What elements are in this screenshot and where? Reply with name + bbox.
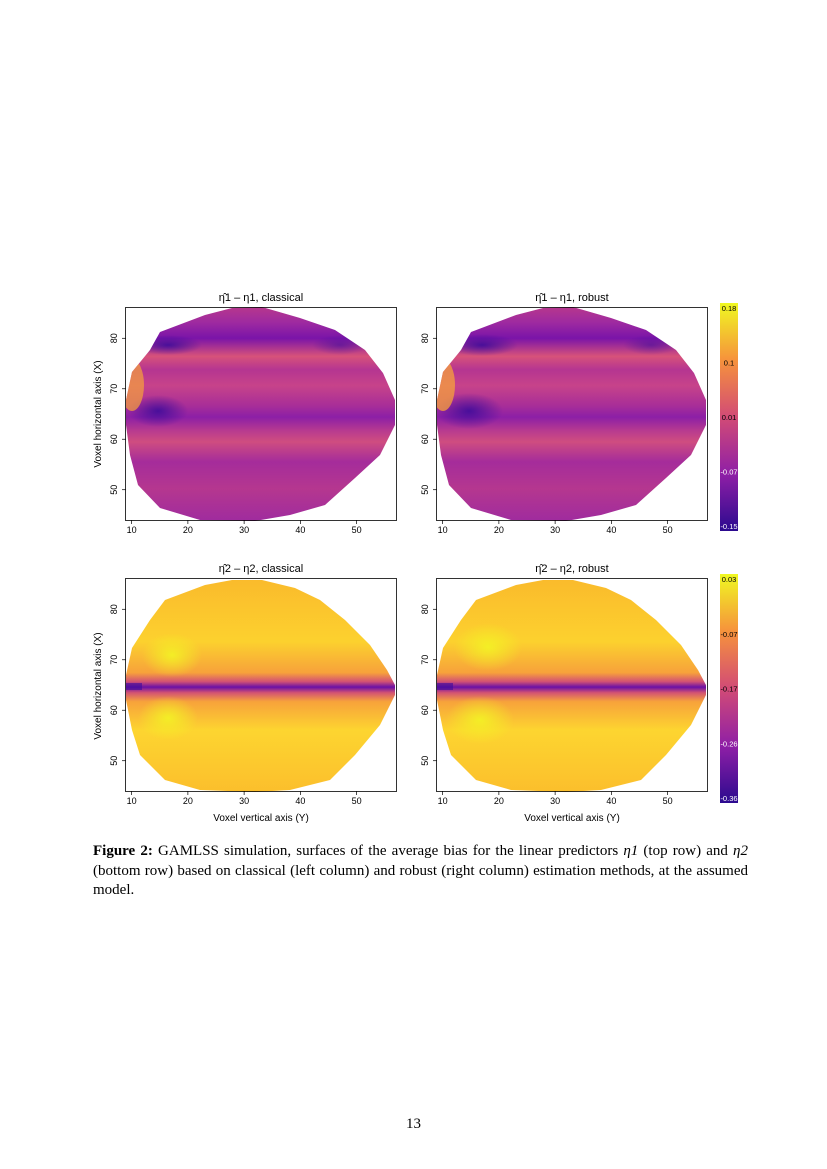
x-tick-label: 30 [239,525,249,535]
colorbar-top [720,303,738,531]
y-axis-label-top: Voxel horizontal axis (X) [93,360,104,467]
y-axis-label-bottom: Voxel horizontal axis (X) [93,632,104,739]
x-tick-label: 40 [606,796,616,806]
y-tick-label: 60 [109,434,119,444]
x-tick-label: 10 [438,796,448,806]
colorbar-tick-label: 0.03 [722,575,737,584]
caption-text-a: GAMLSS simulation, surfaces of the avera… [152,843,624,859]
x-tick-label: 50 [352,525,362,535]
frame-br [436,578,708,792]
heatmap-tl [126,307,395,521]
colorbar-tick-label: 0.18 [722,304,737,313]
x-tick-label: 30 [550,796,560,806]
caption-eta1: η1 [623,843,639,859]
x-tick-label: 10 [438,525,448,535]
y-tick-label: 60 [420,434,430,444]
x-tick-label: 50 [352,796,362,806]
colorbar-tick-label: 0.01 [722,413,737,422]
figure: η̂1 – η1, classical η̂1 – η1, robust η̂2… [93,292,738,824]
y-tick-label: 70 [109,384,119,394]
y-tick-label: 50 [420,485,430,495]
axes: 10 20 30 40 50 50 60 70 80 10 20 30 40 50 50 60 70 80 10 20… [109,333,673,806]
y-tick-label: 70 [420,655,430,665]
x-tick-label: 20 [183,796,193,806]
heatmap-tr [437,307,706,521]
y-tick-label: 50 [109,756,119,766]
y-tick-label: 70 [420,384,430,394]
panel-title-br: η̂2 – η2, robust [535,563,608,575]
y-tick-label: 50 [109,485,119,495]
colorbar-ticks: 0.18 0.1 0.01 -0.07 -0.15 0.03 -0.07 -0.17 -0.26… [720,304,737,803]
x-tick-label: 10 [127,525,137,535]
frame-tr [436,307,708,521]
x-axis-label-right: Voxel vertical axis (Y) [524,813,620,824]
y-tick-label: 60 [109,705,119,715]
colorbar-tick-label: -0.17 [720,685,737,694]
panel-title-tl: η̂1 – η1, classical [219,292,303,304]
x-tick-label: 20 [494,525,504,535]
x-tick-label: 30 [239,796,249,806]
x-tick-label: 10 [127,796,137,806]
y-tick-label: 60 [420,705,430,715]
y-tick-label: 80 [109,333,119,343]
y-tick-label: 80 [109,604,119,614]
colorbar-tick-label: -0.26 [720,739,737,748]
colorbar-tick-label: -0.15 [720,522,737,531]
x-tick-label: 40 [606,525,616,535]
page-number: 13 [406,1116,421,1132]
heatmap-br [437,580,706,792]
x-tick-label: 40 [295,525,305,535]
figure-caption: Figure 2: GAMLSS simulation, surfaces of… [93,842,748,901]
colorbar-tick-label: -0.36 [720,794,737,803]
panel-title-bl: η̂2 – η2, classical [219,563,303,575]
heatmap-bl [126,580,395,792]
colorbar-tick-label: -0.07 [720,630,737,639]
x-tick-label: 20 [183,525,193,535]
x-tick-label: 30 [550,525,560,535]
colorbar-tick-label: -0.07 [720,468,737,477]
caption-eta2: η2 [733,843,748,859]
y-tick-label: 80 [420,604,430,614]
y-tick-label: 70 [109,655,119,665]
y-tick-label: 50 [420,756,430,766]
colorbar-tick-label: 0.1 [724,359,734,368]
x-tick-label: 50 [663,796,673,806]
frame-bl [125,578,397,792]
caption-text-c: (bottom row) based on classical (left co… [93,862,748,899]
frame-tl [125,307,397,521]
caption-label: Figure 2: [93,843,153,859]
caption-text-b: (top row) and [638,843,734,859]
y-tick-label: 80 [420,333,430,343]
x-tick-label: 20 [494,796,504,806]
x-tick-label: 50 [663,525,673,535]
colorbar-bottom [720,574,738,803]
x-tick-label: 40 [295,796,305,806]
x-axis-label-left: Voxel vertical axis (Y) [213,813,309,824]
panel-title-tr: η̂1 – η1, robust [535,292,608,304]
